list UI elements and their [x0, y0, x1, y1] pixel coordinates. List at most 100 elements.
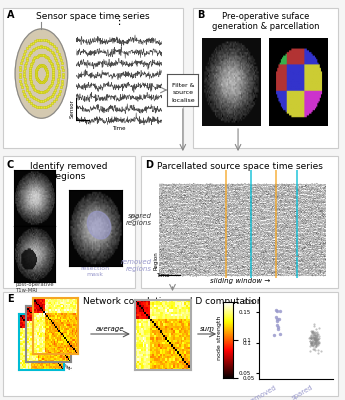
Text: spared
regions: spared regions: [126, 213, 152, 226]
Point: [275, 317, 280, 324]
Point: [318, 347, 324, 354]
Point: [313, 340, 318, 347]
Point: [313, 338, 318, 345]
Point: [313, 326, 319, 333]
Point: [309, 340, 315, 346]
Text: ⋮: ⋮: [114, 16, 125, 26]
Point: [310, 339, 316, 345]
Point: [309, 342, 314, 348]
Point: [312, 335, 317, 341]
Text: C: C: [7, 160, 14, 170]
Point: [308, 327, 314, 334]
Point: [314, 337, 319, 344]
Text: Network correlation and D computation: Network correlation and D computation: [83, 297, 262, 306]
Point: [313, 334, 318, 341]
Point: [315, 338, 321, 344]
Point: [313, 335, 318, 342]
Point: [313, 338, 319, 344]
Point: [315, 338, 320, 344]
Point: [310, 331, 315, 338]
Point: [309, 330, 315, 336]
Point: [274, 316, 279, 322]
Point: [314, 338, 319, 345]
Point: [309, 334, 314, 341]
Point: [312, 336, 318, 343]
Text: Region: Region: [154, 251, 159, 270]
Point: [314, 334, 319, 340]
FancyBboxPatch shape: [3, 292, 338, 396]
Point: [311, 335, 317, 342]
Text: A: A: [7, 10, 14, 20]
Text: Sensor space time series: Sensor space time series: [36, 12, 150, 21]
Point: [313, 342, 319, 348]
Text: Time: Time: [156, 273, 170, 278]
Ellipse shape: [15, 29, 68, 118]
Point: [307, 334, 312, 341]
Point: [311, 336, 317, 342]
Point: [316, 342, 321, 348]
Point: [310, 332, 316, 338]
Point: [313, 337, 318, 344]
Text: sliding window →: sliding window →: [210, 278, 270, 284]
Point: [310, 334, 315, 340]
Point: [315, 347, 321, 354]
Point: [316, 340, 322, 346]
Point: [317, 335, 322, 341]
Point: [310, 334, 316, 340]
Point: [311, 336, 316, 342]
Point: [307, 338, 313, 344]
Point: [312, 336, 318, 342]
Point: [312, 339, 317, 346]
Text: sum: sum: [199, 326, 215, 332]
Point: [310, 338, 315, 344]
Point: [312, 332, 318, 338]
Point: [315, 350, 321, 357]
Point: [313, 342, 319, 349]
Point: [307, 342, 312, 349]
Text: Filter &: Filter &: [171, 83, 194, 88]
Text: Parcellated source space time series: Parcellated source space time series: [157, 162, 323, 171]
Point: [311, 334, 316, 340]
Text: Time: Time: [112, 126, 126, 131]
Point: [315, 336, 320, 342]
Point: [311, 334, 316, 341]
Point: [277, 308, 282, 314]
Point: [312, 347, 318, 354]
Point: [316, 333, 322, 339]
Point: [314, 343, 319, 350]
Point: [308, 340, 313, 346]
Point: [311, 337, 316, 343]
Text: removed
regions: removed regions: [121, 259, 152, 272]
Point: [307, 348, 312, 354]
Point: [311, 340, 316, 346]
Point: [310, 329, 316, 335]
Point: [307, 334, 312, 340]
Point: [313, 330, 319, 336]
Point: [315, 331, 320, 337]
Point: [308, 335, 314, 342]
Point: [308, 340, 314, 346]
Point: [314, 333, 320, 339]
Point: [310, 336, 315, 342]
Point: [311, 330, 316, 336]
Point: [308, 340, 314, 347]
Point: [314, 336, 319, 343]
Point: [278, 330, 283, 337]
Point: [273, 307, 279, 314]
Point: [309, 338, 314, 344]
Point: [314, 334, 320, 340]
Point: [312, 321, 317, 328]
Text: average: average: [96, 326, 125, 332]
Point: [308, 342, 314, 348]
Ellipse shape: [87, 211, 111, 239]
Text: B: B: [197, 10, 204, 20]
Text: localise: localise: [171, 98, 195, 103]
Point: [313, 341, 318, 348]
Point: [310, 343, 316, 350]
Text: node strength: node strength: [217, 316, 221, 360]
Text: E: E: [7, 294, 13, 304]
Point: [315, 336, 321, 342]
Text: Identify removed
regions: Identify removed regions: [30, 162, 108, 182]
Text: resection
mask: resection mask: [80, 266, 109, 277]
Point: [311, 329, 317, 336]
